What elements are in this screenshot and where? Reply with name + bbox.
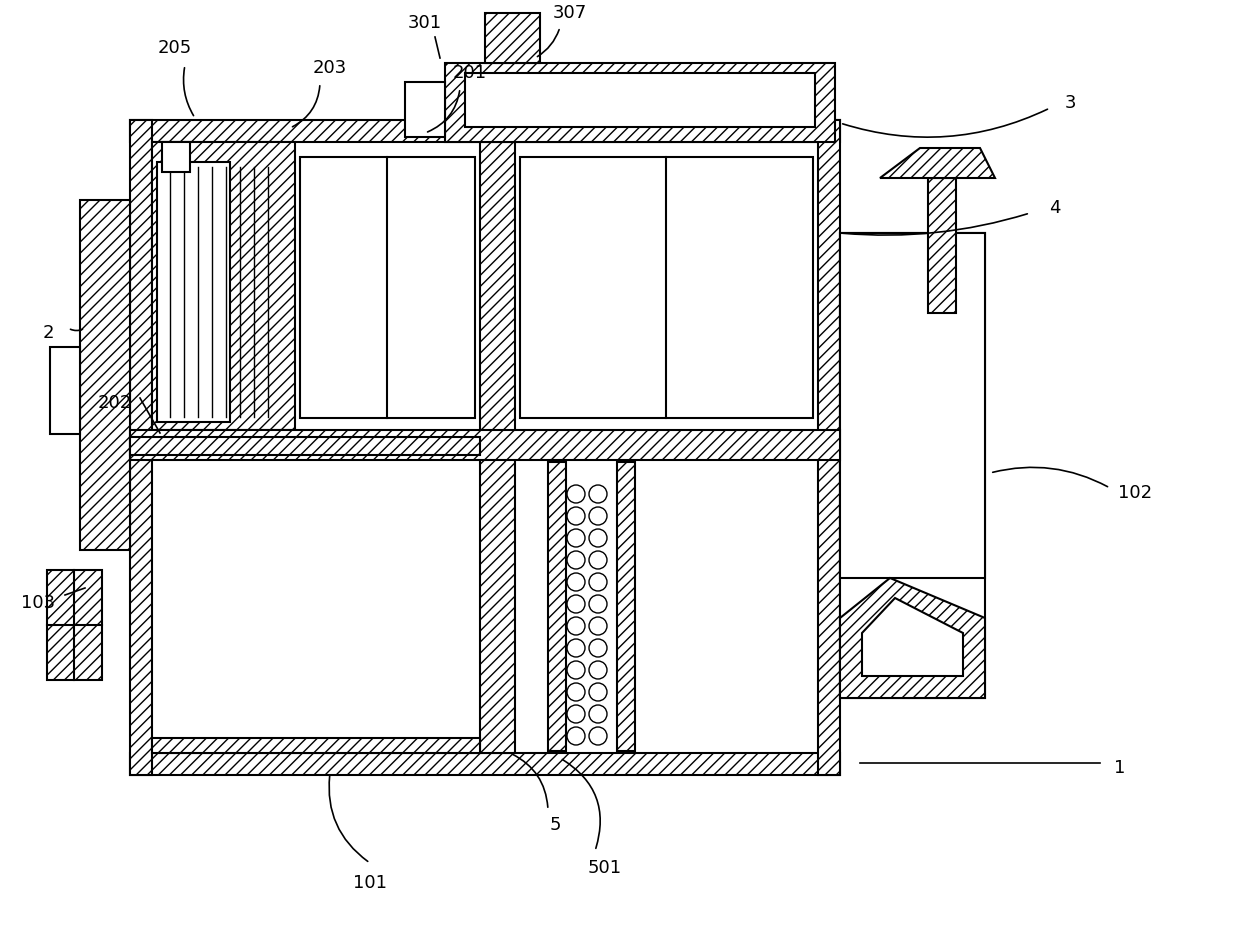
Bar	[130, 437, 480, 455]
Bar	[153, 142, 295, 430]
Text: 5: 5	[549, 816, 560, 834]
Polygon shape	[862, 598, 963, 676]
Bar	[520, 157, 813, 418]
Bar	[47, 570, 102, 680]
Bar	[130, 120, 153, 775]
Bar	[81, 200, 130, 550]
Bar	[50, 347, 81, 434]
Bar	[480, 142, 515, 753]
Text: 307: 307	[553, 4, 587, 22]
Bar	[548, 462, 565, 751]
Polygon shape	[839, 578, 985, 698]
Bar	[818, 120, 839, 775]
Text: 101: 101	[353, 874, 387, 892]
Text: 4: 4	[1049, 199, 1060, 217]
Text: 501: 501	[588, 859, 622, 877]
Text: 201: 201	[453, 64, 487, 82]
Bar	[153, 738, 480, 753]
Text: 102: 102	[1118, 484, 1152, 502]
Text: 205: 205	[157, 39, 192, 57]
Bar	[405, 82, 445, 137]
Bar	[839, 233, 985, 698]
Text: 3: 3	[1064, 94, 1076, 112]
Bar	[162, 142, 190, 172]
Polygon shape	[880, 148, 994, 178]
Bar	[465, 73, 815, 127]
Bar	[485, 13, 539, 63]
Bar	[445, 63, 835, 142]
Text: 1: 1	[1115, 759, 1126, 777]
Bar	[130, 120, 839, 142]
Bar	[618, 462, 635, 751]
Bar	[130, 753, 839, 775]
Bar	[130, 430, 839, 460]
Bar	[157, 162, 229, 422]
Text: 202: 202	[98, 394, 133, 412]
Bar	[300, 157, 475, 418]
Bar	[839, 233, 985, 578]
Text: 2: 2	[42, 324, 53, 342]
Text: 203: 203	[312, 59, 347, 77]
Bar	[928, 178, 956, 313]
Text: 103: 103	[21, 594, 55, 612]
Text: 301: 301	[408, 14, 443, 32]
